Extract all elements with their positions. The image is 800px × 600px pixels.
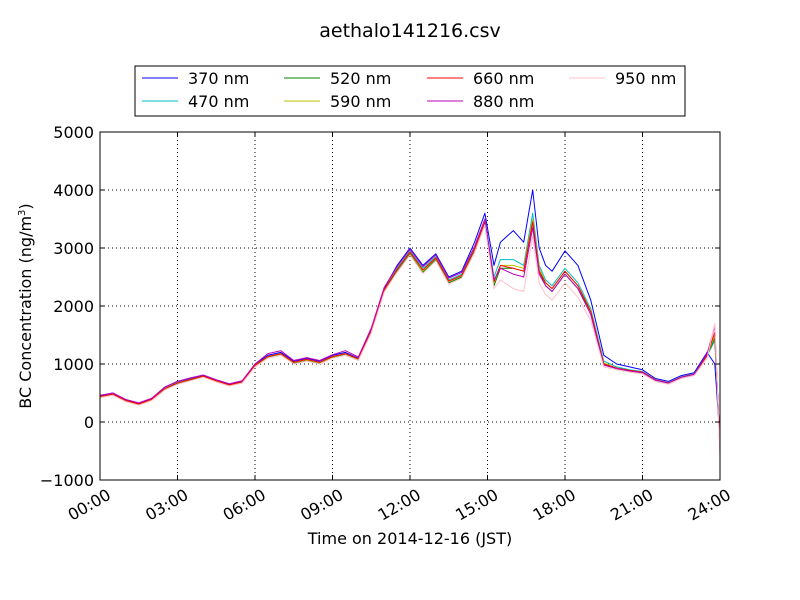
x-tick-label: 06:00 <box>220 485 269 525</box>
y-tick-label: 4000 <box>53 181 94 200</box>
y-tick-label: 1000 <box>53 355 94 374</box>
y-tick-label: −1000 <box>40 471 94 490</box>
legend-label: 590 nm <box>330 92 391 111</box>
series-layer <box>99 189 721 457</box>
series-line-370-nm <box>99 189 721 440</box>
y-tick-labels: −1000 0 1000 2000 3000 4000 5000 <box>40 123 94 490</box>
x-tick-label: 09:00 <box>297 485 346 525</box>
series-line-880-nm <box>99 218 721 452</box>
x-axis-label: Time on 2014-12-16 (JST) <box>307 529 512 548</box>
legend: 370 nm 470 nm 520 nm 590 nm 660 nm 880 nm 950 … <box>134 65 686 117</box>
grid <box>100 132 720 480</box>
y-axis-label-tail: ) <box>16 203 35 209</box>
x-tick-label: 21:00 <box>607 485 656 525</box>
x-tick-label: 18:00 <box>530 485 579 525</box>
y-axis-label: BC Concentration (ng/m3) <box>16 203 35 408</box>
y-tick-label: 2000 <box>53 297 94 316</box>
series-line-660-nm <box>99 221 721 449</box>
x-tick-label: 03:00 <box>142 485 191 525</box>
y-axis-label-superscript: 3 <box>17 210 28 216</box>
y-tick-label: 5000 <box>53 123 94 142</box>
legend-label: 470 nm <box>188 92 249 111</box>
y-axis-label-main: BC Concentration (ng/m <box>16 216 35 409</box>
legend-label: 370 nm <box>188 69 249 88</box>
legend-box <box>134 65 686 117</box>
y-tick-label: 3000 <box>53 239 94 258</box>
y-tick-label: 0 <box>84 413 94 432</box>
x-tick-label: 00:00 <box>65 485 114 525</box>
legend-label: 950 nm <box>615 69 676 88</box>
legend-label: 520 nm <box>330 69 391 88</box>
x-tick-labels: 00:00 03:00 06:00 09:00 12:00 15:00 18:00 21:00… <box>65 485 734 525</box>
series-line-950-nm <box>99 224 721 457</box>
legend-label: 660 nm <box>473 69 534 88</box>
ticks <box>99 131 721 481</box>
chart-title: aethalo141216.csv <box>319 20 501 42</box>
x-tick-label: 15:00 <box>452 485 501 525</box>
x-tick-label: 12:00 <box>375 485 424 525</box>
legend-label: 880 nm <box>473 92 534 111</box>
x-tick-label: 24:00 <box>685 485 734 525</box>
